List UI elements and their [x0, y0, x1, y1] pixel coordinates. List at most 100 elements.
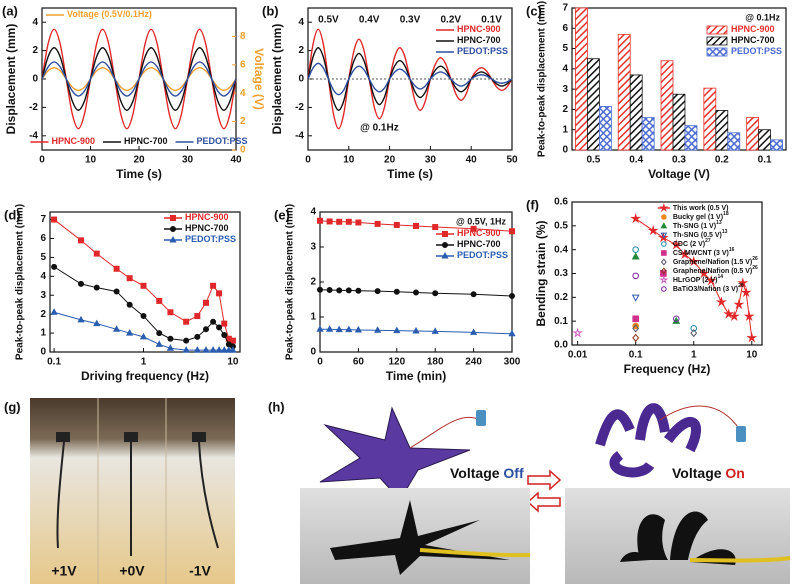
y-tick-label: 2 — [32, 45, 38, 56]
legend-name: This work (0.5 V) — [673, 205, 729, 212]
marker — [210, 318, 217, 325]
marker — [220, 346, 228, 353]
marker — [209, 346, 217, 353]
legend-name: PEDOT:PSS — [197, 136, 248, 146]
legend-label: HPNC-700 — [457, 35, 501, 45]
y2-axis-title: Voltage (V) — [252, 48, 266, 110]
legend-name: HPNC-700 — [457, 35, 501, 45]
marker — [51, 216, 58, 223]
legend-label: Graphene/Nafion (0.5 V)26 — [673, 265, 758, 275]
legend-ref: 16 — [729, 247, 735, 253]
y-tick-label: 0.4 — [554, 244, 568, 255]
y-tick-label: 6 — [40, 233, 46, 244]
legend-label: HPNC-700 — [457, 239, 501, 249]
marker — [393, 221, 400, 228]
x-tick-label: 0 — [317, 357, 323, 368]
marker — [716, 296, 727, 307]
marker — [202, 346, 210, 353]
marker — [632, 246, 639, 253]
marker — [690, 328, 698, 338]
marker — [93, 319, 101, 327]
x-tick-label: 20 — [384, 155, 396, 166]
note: @ 0.5V, 1Hz — [456, 216, 506, 226]
y-tick-label: 2 — [40, 309, 46, 320]
marker — [326, 218, 333, 225]
legend-name: HLrGOP (2 V) — [673, 277, 718, 284]
series-line — [635, 218, 753, 338]
marker — [698, 267, 710, 279]
legend-name: Th-SNG (1 V) — [673, 223, 716, 230]
legend-name: CS-MWCNT (3 V) — [673, 250, 729, 257]
x-axis-title: Voltage (V) — [648, 167, 710, 181]
marker — [78, 280, 85, 287]
legend-label: CDC (2 V)27 — [673, 238, 711, 248]
connector — [476, 410, 486, 426]
x-axis-title: Time (s) — [116, 167, 162, 181]
x-tick-label: 0.2 — [715, 155, 729, 166]
panel-label: (e) — [274, 207, 290, 222]
clamp — [56, 432, 70, 442]
x-tick-label: 1 — [691, 350, 697, 361]
legend-name: Graphene/Nafion (0.5 V) — [673, 268, 752, 275]
marker — [345, 287, 352, 294]
marker — [210, 282, 217, 289]
marker — [374, 288, 381, 295]
voltage-on-text: Voltage On — [672, 465, 745, 481]
legend-name: PEDOT:PSS — [457, 250, 508, 260]
bar — [727, 132, 741, 151]
star-actuator — [319, 406, 471, 501]
legend-label: Voltage (0.5V/0.1Hz) — [67, 9, 152, 19]
legend-name: HPNC-900 — [457, 228, 501, 238]
marker — [632, 315, 639, 323]
marker — [728, 310, 740, 321]
legend-label: Bucky gel (1 V)18 — [673, 211, 729, 221]
marker — [661, 250, 667, 256]
voltage-off-text: Voltage Off — [450, 465, 524, 481]
chart: (d) 0 1 2 3 4 5 6 7 0.1 1 10 Driving frequency (Hz) P… — [4, 204, 241, 383]
marker — [672, 316, 681, 324]
x-tick-label: 0.5 — [586, 155, 600, 166]
series-line — [53, 311, 233, 351]
y-tick-label: 4 — [562, 63, 568, 74]
legend-name: Th-SNG (0.5 V) — [673, 232, 722, 239]
x-tick-label: 40 — [230, 155, 242, 166]
marker — [155, 340, 163, 347]
x-axis-title: Frequency (Hz) — [624, 362, 711, 376]
y-tick-label: 4 — [298, 17, 304, 28]
marker — [661, 286, 667, 292]
series-line — [307, 62, 513, 96]
marker — [317, 286, 323, 293]
legend-name: CDC (2 V) — [673, 241, 705, 248]
y-tick-label: 4 — [40, 271, 46, 282]
panel-label: (b) — [262, 3, 279, 18]
marker — [229, 337, 236, 344]
y-tick-label: 4 — [310, 207, 316, 218]
x-tick-label: 0.1 — [758, 155, 772, 166]
bar — [617, 33, 631, 151]
x-tick-label: 0.1 — [47, 357, 61, 368]
legend-label: HPNC-700 — [124, 136, 168, 146]
y-tick-label: 3 — [562, 84, 568, 95]
y-tick-label: 0.0 — [554, 340, 568, 351]
legend-ref: 26 — [752, 265, 758, 271]
period-label: 0.4V — [359, 15, 380, 26]
marker — [431, 327, 439, 334]
legend-label: HPNC-700 — [185, 223, 229, 233]
x-tick-label: 120 — [388, 357, 405, 368]
marker — [631, 294, 640, 302]
bar — [575, 7, 588, 151]
flat-actuator — [330, 500, 510, 575]
x-tick-label: 300 — [504, 357, 521, 368]
x-tick-label: 1 — [141, 357, 147, 368]
x-tick-label: 0.4 — [629, 155, 643, 166]
marker — [572, 327, 584, 338]
marker — [632, 324, 640, 333]
marker — [660, 232, 668, 239]
x-axis-title: Time (min) — [386, 369, 446, 383]
legend-label: CS-MWCNT (3 V)16 — [673, 247, 735, 257]
y-tick-label: 2 — [310, 277, 316, 288]
